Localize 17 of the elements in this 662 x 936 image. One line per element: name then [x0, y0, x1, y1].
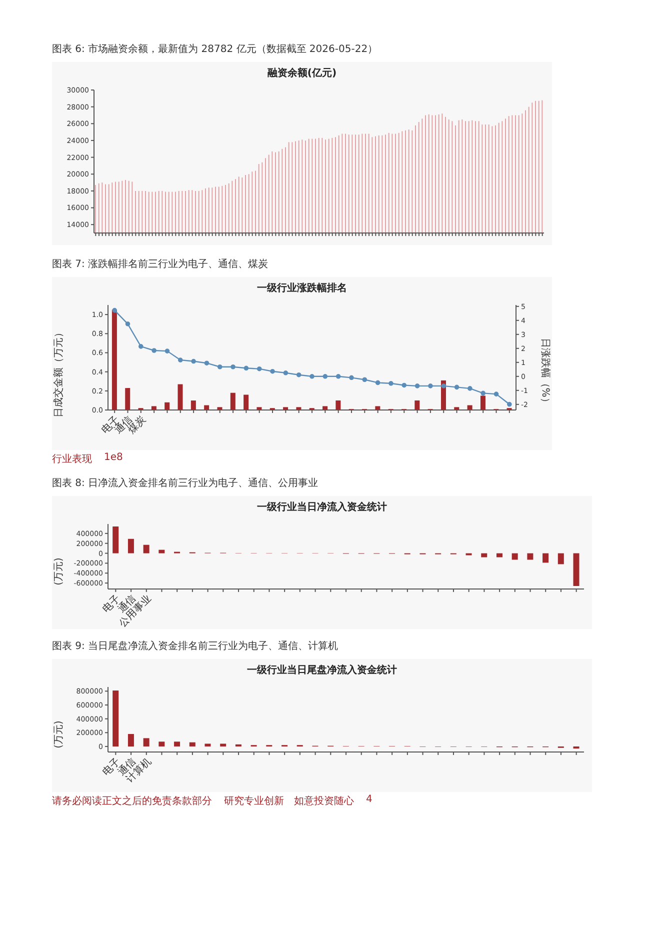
chart-title: 一级行业涨跌幅排名 [256, 282, 348, 295]
y-axis-title: 日成交金额（万元） [52, 328, 64, 418]
text: 1e8 [104, 452, 123, 465]
chart-subtitle: 图表 8: 日净流入资金排名前三行业为电子、通信、公用事业 [52, 476, 320, 490]
chart-title: 一级行业当日净流入资金统计 [256, 500, 388, 514]
chart-subtitle: 图表 9: 当日尾盘净流入资金排名前三行业为电子、通信、计算机 [52, 640, 340, 653]
chart-title: 一级行业当日尾盘净流入资金统计 [246, 663, 398, 677]
chart-subtitle: 图表 7: 涨跌幅排名前三行业为电子、通信、煤炭 [52, 258, 270, 271]
text: 研究专业创新 如意投资随心 [224, 794, 354, 808]
chart-title: 融资余额(亿元) [266, 66, 338, 80]
y-axis-title: (万元) [54, 720, 64, 748]
text: 行业表现 [52, 452, 92, 466]
y2-axis-title: 日涨跌幅（%） [540, 338, 552, 408]
text: 4 [366, 794, 372, 807]
text: 请务必阅读正文之后的免责条款部分 [52, 794, 212, 808]
chart-subtitle: 图表 6: 市场融资余额，最新值为 28782 亿元（数据截至 2026-05-22） [52, 42, 379, 56]
y-axis-title: (万元) [54, 558, 64, 586]
